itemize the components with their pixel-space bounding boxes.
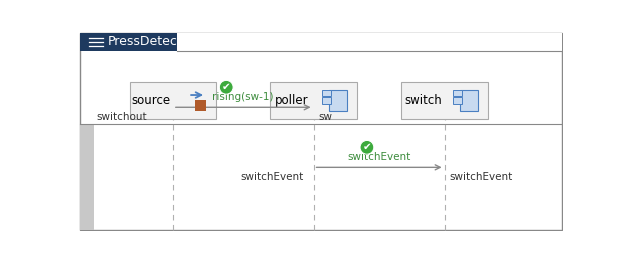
Text: poller: poller — [275, 94, 309, 107]
Text: PressDetection: PressDetection — [108, 35, 202, 48]
Text: switchEvent: switchEvent — [240, 172, 304, 182]
Text: switchout: switchout — [96, 112, 147, 122]
Bar — [322, 97, 331, 103]
Text: rising(sw-1): rising(sw-1) — [212, 92, 274, 102]
Bar — [329, 90, 347, 111]
Text: ✔: ✔ — [362, 142, 371, 152]
Text: source: source — [131, 94, 171, 107]
Text: switchEvent: switchEvent — [347, 152, 411, 162]
Bar — [177, 33, 562, 51]
Bar — [460, 90, 478, 111]
FancyBboxPatch shape — [401, 82, 488, 119]
Text: switchEvent: switchEvent — [449, 172, 513, 182]
Bar — [322, 90, 331, 96]
Bar — [453, 97, 462, 103]
FancyBboxPatch shape — [130, 82, 216, 119]
Text: sw: sw — [319, 112, 332, 122]
FancyBboxPatch shape — [270, 82, 357, 119]
Text: switch: switch — [404, 94, 442, 107]
Bar — [195, 100, 206, 111]
Text: ✔: ✔ — [222, 82, 230, 92]
Bar — [80, 33, 177, 51]
Bar — [80, 124, 94, 230]
Bar — [453, 90, 462, 96]
